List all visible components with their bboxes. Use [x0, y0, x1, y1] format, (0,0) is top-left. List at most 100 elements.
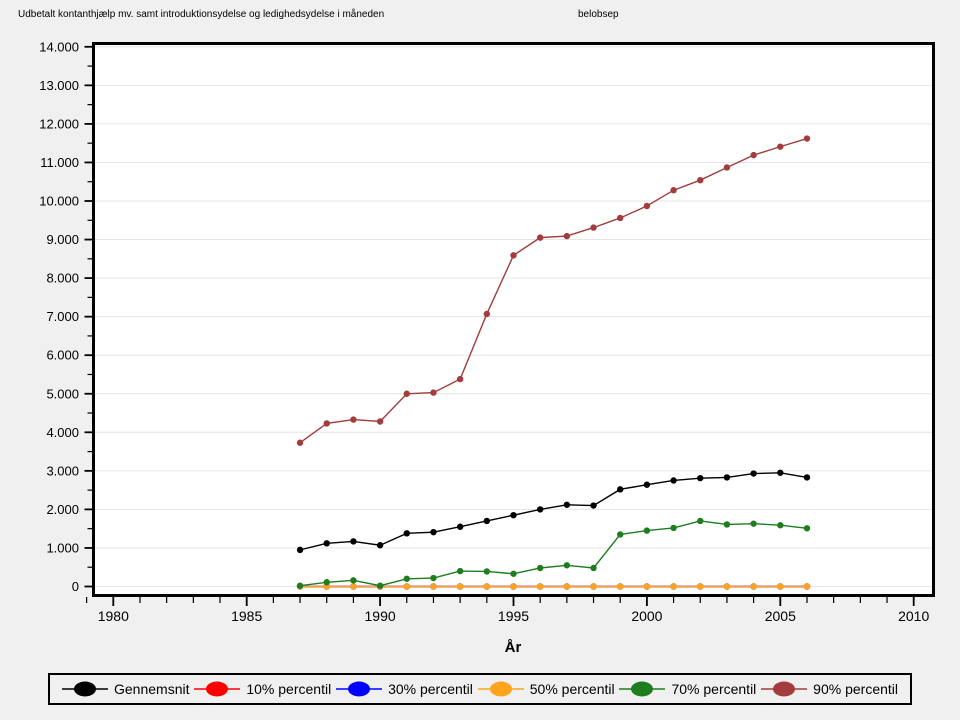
- legend-label: 90% percentil: [813, 681, 898, 697]
- data-point-gennemsnit: [590, 502, 597, 509]
- data-point-90-percentil: [617, 214, 624, 222]
- y-tick-label: 12.000: [39, 116, 79, 131]
- data-point-70-percentil: [376, 582, 384, 589]
- y-axis-ticks: 0 1.000 2.000 3.000 4.000 5.000 6.000 7.000 8.00…: [39, 39, 92, 594]
- y-gridlines: [95, 46, 932, 587]
- legend-marker-icon: [194, 681, 241, 697]
- data-point-50-percentil: [750, 583, 757, 590]
- y-tick-label: 8.000: [46, 271, 79, 286]
- data-point-50-percentil: [483, 583, 491, 590]
- legend-item-gennemsnit: Gennemsnit: [62, 679, 189, 699]
- legend-marker-icon: [477, 681, 524, 697]
- data-point-70-percentil: [803, 525, 811, 532]
- data-point-90-percentil: [456, 375, 464, 383]
- data-point-50-percentil: [563, 583, 571, 590]
- x-tick-label: 1990: [365, 608, 396, 624]
- data-point-90-percentil: [536, 234, 544, 241]
- data-point-90-percentil: [403, 390, 410, 397]
- data-point-90-percentil: [430, 389, 437, 396]
- y-tick-label: 6.000: [46, 348, 79, 363]
- data-point-70-percentil: [670, 524, 677, 532]
- data-point-gennemsnit: [803, 474, 811, 481]
- data-point-90-percentil: [590, 224, 597, 231]
- x-tick-label: 1985: [231, 608, 262, 624]
- data-point-50-percentil: [403, 583, 410, 590]
- data-point-gennemsnit: [536, 506, 544, 513]
- data-point-90-percentil: [670, 187, 677, 194]
- legend-label: 50% percentil: [529, 681, 615, 697]
- data-point-gennemsnit: [483, 517, 491, 525]
- data-point-50-percentil: [456, 583, 464, 590]
- data-point-gennemsnit: [323, 540, 330, 547]
- data-point-90-percentil: [323, 420, 330, 427]
- data-point-70-percentil: [403, 575, 410, 582]
- plot-area: År 0 1.000 2.000 3.000 4.000 5.000 6.000 7.000 8…: [39, 39, 935, 656]
- data-point-90-percentil: [510, 252, 517, 259]
- legend: Gennemsnit 10% percentil 30% percentil 50% …: [48, 673, 912, 705]
- data-point-50-percentil: [643, 583, 651, 590]
- data-point-90-percentil: [643, 202, 651, 210]
- y-tick-label: 14.000: [39, 39, 79, 54]
- data-point-gennemsnit: [750, 470, 757, 477]
- plot-background: [93, 43, 934, 596]
- data-point-90-percentil: [296, 439, 304, 446]
- data-point-gennemsnit: [670, 477, 677, 484]
- data-point-70-percentil: [697, 517, 704, 525]
- y-tick-label: 2.000: [46, 502, 79, 517]
- x-axis-ticks: 1980 1985 1990 1995 2000 2005 2010: [86, 597, 929, 624]
- data-point-gennemsnit: [723, 474, 731, 481]
- data-point-70-percentil: [350, 577, 357, 584]
- data-point-70-percentil: [456, 567, 464, 575]
- legend-item-10-percentil: 10% percentil: [194, 679, 331, 699]
- data-point-90-percentil: [350, 416, 357, 423]
- x-tick-label: 2000: [631, 608, 662, 624]
- data-point-gennemsnit: [617, 486, 624, 493]
- data-point-gennemsnit: [697, 474, 704, 482]
- legend-label: Gennemsnit: [114, 681, 190, 697]
- data-point-70-percentil: [563, 562, 571, 569]
- data-point-70-percentil: [617, 531, 624, 538]
- data-point-70-percentil: [323, 579, 330, 586]
- y-tick-label: 13.000: [39, 78, 79, 93]
- legend-marker-icon: [761, 681, 808, 697]
- y-tick-label: 0: [72, 579, 79, 594]
- data-point-70-percentil: [430, 574, 437, 582]
- x-tick-label: 2005: [765, 608, 796, 624]
- chart-variable-label: belobsep: [578, 9, 619, 20]
- data-point-gennemsnit: [350, 538, 357, 545]
- data-point-90-percentil: [563, 232, 571, 240]
- legend-item-30-percentil: 30% percentil: [336, 679, 473, 699]
- legend-label: 30% percentil: [388, 681, 473, 697]
- data-point-50-percentil: [697, 583, 704, 590]
- data-point-70-percentil: [723, 521, 731, 528]
- series-90-percentil: [296, 135, 811, 446]
- x-tick-label: 1995: [498, 608, 529, 624]
- series-gennemsnit: [296, 469, 811, 554]
- data-point-70-percentil: [296, 582, 304, 589]
- data-point-70-percentil: [483, 568, 491, 575]
- legend-label: 10% percentil: [246, 681, 332, 697]
- data-point-90-percentil: [483, 310, 491, 318]
- legend-item-90-percentil: 90% percentil: [761, 679, 898, 699]
- y-tick-label: 7.000: [46, 309, 79, 324]
- x-tick-label: 2010: [898, 608, 929, 624]
- data-point-50-percentil: [777, 583, 784, 590]
- chart-title: Udbetalt kontanthjælp mv. samt introdukt…: [18, 9, 385, 20]
- data-point-70-percentil: [590, 564, 597, 572]
- data-point-gennemsnit: [563, 501, 571, 508]
- data-point-gennemsnit: [510, 511, 517, 519]
- data-point-50-percentil: [803, 583, 811, 590]
- legend-item-50-percentil: 50% percentil: [477, 679, 615, 699]
- data-point-50-percentil: [590, 583, 597, 590]
- data-point-90-percentil: [777, 143, 784, 150]
- y-tick-label: 10.000: [39, 194, 79, 209]
- data-point-90-percentil: [750, 151, 757, 159]
- data-point-50-percentil: [617, 583, 624, 590]
- legend-label: 70% percentil: [671, 681, 757, 697]
- data-point-70-percentil: [510, 570, 517, 577]
- data-point-90-percentil: [723, 164, 731, 171]
- data-point-gennemsnit: [456, 523, 464, 530]
- data-point-gennemsnit: [430, 528, 437, 536]
- data-point-50-percentil: [510, 583, 517, 590]
